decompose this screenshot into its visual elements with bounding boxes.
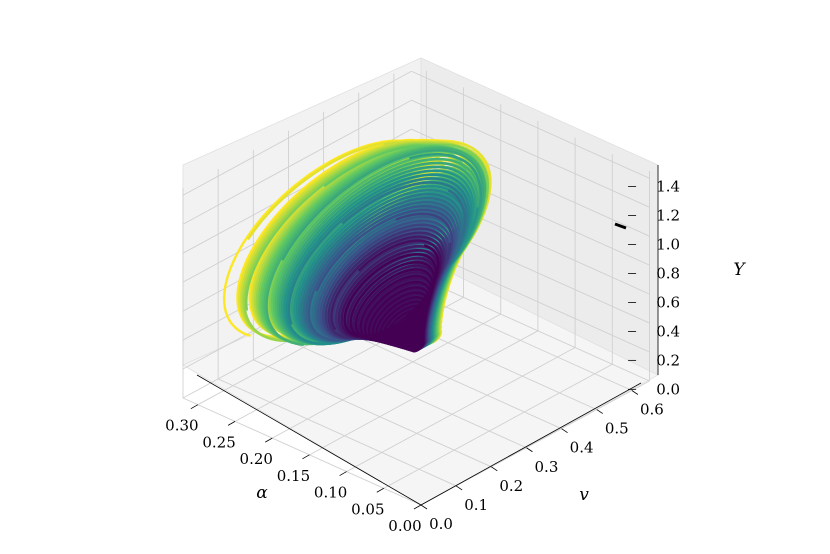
x-tick-mark bbox=[227, 421, 236, 426]
x-ticks: 0.000.050.100.150.20 0.250.30 bbox=[165, 404, 422, 535]
x-tick-mark bbox=[302, 454, 310, 460]
z-tick-label: 0.0 bbox=[656, 380, 680, 398]
x-tick-label: 0.30 bbox=[165, 417, 198, 435]
x-axis-label: α bbox=[256, 483, 268, 503]
x-tick-mark bbox=[413, 504, 422, 510]
x-tick-label: 0.10 bbox=[314, 484, 347, 502]
y-tick-mark bbox=[420, 504, 428, 510]
grid-line bbox=[411, 99, 650, 208]
x-tick-mark bbox=[265, 437, 273, 443]
y-tick-mark bbox=[491, 466, 498, 472]
y-tick-label: 0.5 bbox=[605, 420, 629, 438]
z-axis-label: Y bbox=[733, 260, 746, 280]
z-tick-label: 1.0 bbox=[656, 236, 680, 254]
y-tick-mark bbox=[455, 485, 463, 491]
grid-line bbox=[411, 70, 650, 179]
x-tick-mark bbox=[190, 404, 199, 410]
x-tick-label: 0.00 bbox=[388, 517, 421, 535]
z-ticks: 0.0 0.2 0.4 0.6 0.8 1.0 1.2 1.4 bbox=[628, 178, 680, 398]
equilibrium-marker bbox=[614, 222, 627, 230]
z-tick-label: 0.2 bbox=[656, 351, 680, 369]
y-axis-line bbox=[420, 382, 642, 506]
x-tick-label: 0.05 bbox=[351, 500, 384, 518]
grid-line bbox=[182, 99, 412, 225]
y-tick-mark bbox=[596, 409, 603, 414]
y-tick-mark bbox=[526, 447, 533, 453]
grid-line bbox=[217, 378, 457, 487]
z-tick-label: 0.8 bbox=[656, 264, 680, 282]
grid-line bbox=[309, 330, 539, 456]
y-ticks: 0.0 0.1 0.2 0.3 0.4 0.5 0.6 bbox=[420, 390, 664, 533]
grid-line bbox=[182, 397, 422, 506]
trajectories bbox=[222, 138, 492, 353]
x-axis-line bbox=[196, 374, 422, 506]
x-tick-label: 0.25 bbox=[202, 433, 235, 451]
x-tick-label: 0.15 bbox=[277, 467, 310, 485]
y-tick-label: 0.4 bbox=[570, 439, 594, 457]
z-tick-label: 1.4 bbox=[656, 178, 680, 196]
trajectory-line bbox=[343, 244, 440, 353]
x-tick-mark bbox=[376, 487, 385, 493]
z-tick-label: 0.4 bbox=[656, 322, 680, 340]
y-tick-label: 0.6 bbox=[640, 401, 664, 419]
grid-line bbox=[288, 340, 527, 449]
grid-line bbox=[272, 313, 501, 439]
grid-line bbox=[383, 363, 613, 489]
y-tick-label: 0.1 bbox=[464, 496, 488, 514]
grid-line bbox=[182, 70, 412, 196]
y-tick-mark bbox=[561, 428, 568, 434]
x-tick-label: 0.20 bbox=[240, 450, 273, 468]
grid-line bbox=[411, 273, 650, 382]
grid-line bbox=[346, 347, 576, 472]
y-axis-label: v bbox=[579, 485, 589, 505]
y-tick-label: 0.3 bbox=[535, 458, 559, 476]
y-tick-label: 0.2 bbox=[499, 477, 523, 495]
z-tick-label: 0.6 bbox=[656, 293, 680, 311]
x-tick-mark bbox=[339, 471, 347, 476]
y-tick-label: 0.0 bbox=[429, 515, 453, 533]
y-tick-mark bbox=[631, 390, 639, 395]
grid-line bbox=[253, 359, 492, 468]
z-tick-label: 1.2 bbox=[656, 207, 680, 225]
